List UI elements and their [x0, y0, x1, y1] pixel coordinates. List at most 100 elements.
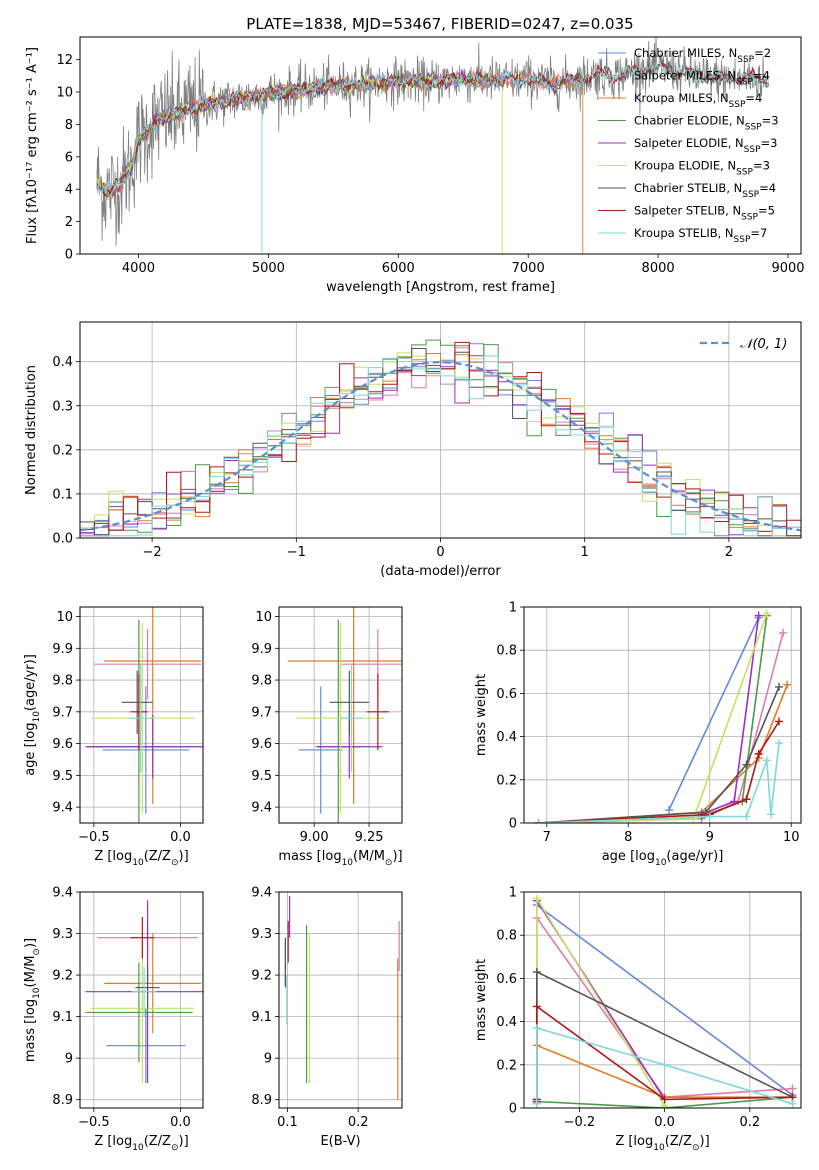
z-mass-panel: −0.5 0.0 8.9 9 9.1 9.2 9.3 9.4 Z [log10(Z/Z⊙)] ma… [23, 886, 204, 1153]
y-tick-label: 10 [56, 86, 73, 101]
x-tick-label: 4000 [122, 261, 155, 276]
panels: 4000 5000 6000 7000 8000 9000024681012wavelen… [23, 36, 805, 1153]
error-bar-point [85, 962, 193, 1063]
legend-entry: Salpeter STELIB, NSSP=5 [634, 204, 775, 223]
y-tick-label: 0 [509, 817, 517, 832]
y-tick-label: 9.5 [52, 769, 73, 784]
weight-point-marker [534, 819, 543, 823]
axes-frame [79, 36, 802, 255]
axes-frame [278, 891, 403, 1109]
weight-point-marker [532, 967, 541, 976]
x-axis-label: Z [log10(Z/Z⊙)] [94, 1134, 188, 1153]
x-tick-label: 8000 [642, 261, 675, 276]
y-tick-label: 8.9 [251, 1093, 272, 1108]
error-bar-point [287, 607, 402, 804]
x-tick-label: 2 [725, 545, 733, 560]
y-tick-label: 0.2 [496, 773, 517, 788]
weight-point-marker [766, 810, 775, 819]
x-axis-label: Z [log10(Z/Z⊙)] [615, 1134, 709, 1153]
y-tick-label: 9.6 [251, 737, 272, 752]
weight-point-marker [762, 756, 771, 765]
z-weight-panel: −0.2 0.0 0.2 0 0.2 0.4 0.6 0.8 1 Z [log10(Z/Z⊙)] m… [474, 886, 802, 1153]
y-tick-label: 0.4 [496, 730, 517, 745]
error-bar-point [105, 1008, 186, 1084]
x-tick-label: −2 [143, 545, 162, 560]
x-axis-label: age [log10(age/yr)] [602, 849, 724, 868]
y-tick-label: 0 [509, 1102, 517, 1117]
x-axis-label: Z [log10(Z/Z⊙)] [94, 849, 188, 868]
y-tick-label: 9.4 [52, 886, 73, 901]
weight-point-marker [775, 739, 784, 748]
y-tick-label: 8 [65, 118, 73, 133]
y-tick-label: 0.3 [52, 399, 73, 414]
axes-frame [278, 606, 403, 824]
weight-point-marker [742, 795, 751, 804]
spectrum-panel: 4000 5000 6000 7000 8000 9000 0 2 4 6 8 10 12 wavelen… [25, 36, 805, 295]
weight-point-marker [783, 680, 792, 689]
weight-point-marker [762, 609, 771, 618]
error-bar-point [131, 966, 157, 1017]
weight-point-marker [754, 611, 763, 620]
age-weight-panel: 7 8 9 10 0 0.2 0.4 0.6 0.8 1 age [log10(age/yr)] ma… [474, 601, 802, 868]
figure-title: PLATE=1838, MJD=53467, FIBERID=0247, z=0… [246, 15, 633, 33]
x-tick-label: 0.1 [277, 1115, 298, 1130]
weight-series-line [668, 617, 760, 811]
y-tick-label: 0.8 [496, 644, 517, 659]
x-tick-label: 0.0 [170, 830, 191, 845]
x-tick-label: 0.0 [170, 1115, 191, 1130]
z-mass-plot-area [85, 900, 203, 1084]
x-tick-label: −0.5 [78, 1115, 110, 1130]
axes-frame [79, 891, 204, 1109]
x-tick-label: 9000 [771, 261, 804, 276]
x-tick-label: 0 [436, 545, 444, 560]
error-bar-point [340, 664, 363, 773]
y-tick-label: 6 [65, 150, 73, 165]
y-tick-label: 0 [65, 248, 73, 263]
residual-histogram [80, 355, 801, 537]
y-axis-label: age [log10(age/yr)] [23, 654, 42, 776]
x-tick-label: 9.00 [300, 830, 329, 845]
x-tick-label: 1 [581, 545, 589, 560]
model-spectrum-line [96, 70, 584, 254]
y-tick-label: 9.4 [251, 801, 272, 816]
z-weight-plot-area [532, 894, 797, 1108]
z-age-panel: −0.5 0.0 9.4 9.5 9.6 9.7 9.8 9.9 10 Z [log10(Z/Z⊙… [23, 606, 204, 868]
y-tick-label: 9.4 [251, 886, 272, 901]
weight-series-line [536, 1027, 793, 1105]
weight-series-line [538, 613, 768, 823]
weight-point-marker [775, 682, 784, 691]
axes-frame [79, 606, 204, 824]
y-tick-label: 9.9 [52, 642, 73, 657]
y-tick-label: 9.7 [52, 705, 73, 720]
y-tick-label: 9.4 [52, 801, 73, 816]
weight-series-line [536, 895, 666, 1107]
weight-point-marker [788, 1084, 797, 1093]
y-tick-label: 0.2 [496, 1058, 517, 1073]
x-axis-label: mass [log10(M/M⊙)] [278, 849, 402, 868]
x-tick-label: −0.2 [564, 1115, 596, 1130]
weight-point-marker [532, 1024, 541, 1033]
x-axis-label: E(B-V) [320, 1134, 360, 1149]
weight-point-marker [660, 1060, 669, 1069]
y-tick-label: 9.7 [251, 705, 272, 720]
y-tick-label: 0.8 [496, 929, 517, 944]
y-tick-label: 9.1 [251, 1010, 272, 1025]
weight-series-line [538, 686, 780, 823]
y-tick-label: 9 [65, 1052, 73, 1067]
legend-entry: Kroupa MILES, NSSP=4 [634, 91, 762, 110]
x-tick-label: 6000 [382, 261, 415, 276]
weight-point-marker [532, 894, 541, 903]
weight-point-marker [660, 1095, 669, 1104]
y-tick-label: 4 [65, 183, 73, 198]
y-tick-label: 0.4 [52, 355, 73, 370]
y-tick-label: 9.6 [52, 737, 73, 752]
error-bar-point [128, 664, 153, 773]
y-tick-label: 0.4 [496, 1015, 517, 1030]
weight-series-line [536, 1096, 793, 1108]
mass-age-plot-area [287, 607, 402, 823]
y-tick-label: 9.8 [52, 674, 73, 689]
axes-frame [523, 891, 802, 1109]
legend-entry: Kroupa STELIB, NSSP=7 [634, 226, 767, 245]
y-axis-label: mass weight [474, 959, 489, 1041]
normal-legend-label: 𝒩(0, 1) [740, 337, 787, 352]
